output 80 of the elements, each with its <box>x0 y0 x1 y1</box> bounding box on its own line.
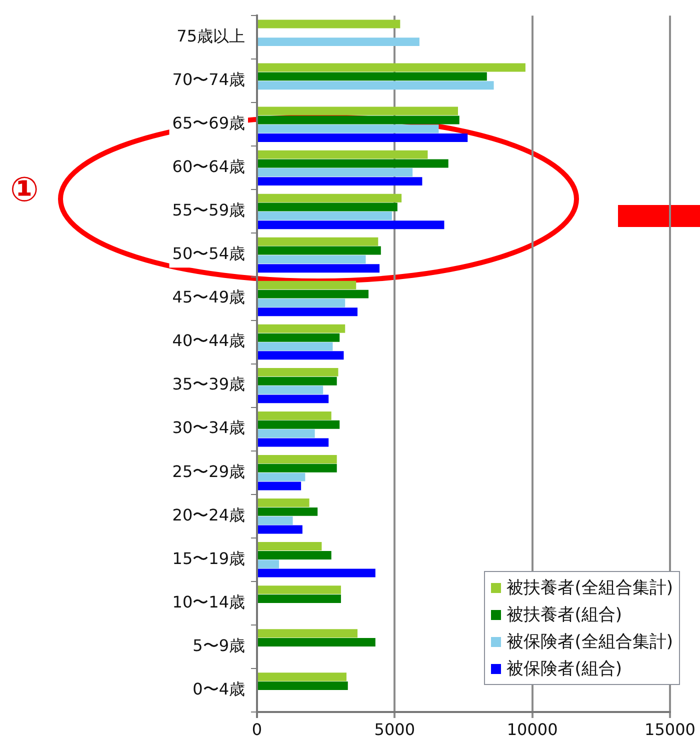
x-tick-label: 10000 <box>506 720 558 739</box>
bar <box>258 586 341 594</box>
bar <box>258 308 358 316</box>
bar <box>258 682 348 690</box>
bar <box>258 194 402 202</box>
bar <box>258 116 460 124</box>
bar <box>258 542 322 551</box>
bar <box>258 376 337 386</box>
bar <box>258 72 487 81</box>
legend-label: 被扶養者(組合) <box>506 604 622 626</box>
bar <box>258 482 302 490</box>
x-tick-label: 0 <box>252 720 262 739</box>
bar <box>258 212 392 220</box>
bar <box>258 672 346 682</box>
bar <box>258 351 344 360</box>
bar <box>258 429 315 438</box>
legend-label: 被保険者(全組合集計) <box>506 631 673 653</box>
y-tick-label: 70〜74歳 <box>172 70 245 90</box>
bar <box>258 255 366 264</box>
y-tick-label: 20〜24歳 <box>172 505 245 524</box>
bar <box>258 150 428 159</box>
y-tick-label: 5〜9歳 <box>192 636 245 655</box>
bar <box>258 124 439 134</box>
bar <box>258 168 413 177</box>
y-tick-label: 50〜54歳 <box>172 244 245 264</box>
bar <box>258 177 422 186</box>
y-tick-label: 25〜29歳 <box>172 462 245 481</box>
bar <box>258 298 346 308</box>
y-tick-label: 45〜49歳 <box>172 288 245 307</box>
bar <box>258 159 448 168</box>
bar <box>258 498 310 507</box>
y-tick-label: 40〜44歳 <box>172 331 245 350</box>
y-tick-label: 75歳以上 <box>176 26 245 46</box>
bar <box>258 106 458 116</box>
bar <box>258 438 329 447</box>
bar <box>258 264 380 273</box>
bar <box>258 368 338 376</box>
y-tick-label: 60〜64歳 <box>172 157 245 176</box>
bar <box>258 411 332 420</box>
x-tick-label: 5000 <box>374 720 416 739</box>
bar <box>258 342 333 351</box>
bar <box>258 516 293 525</box>
bar <box>258 525 302 534</box>
bar <box>258 386 324 394</box>
bar <box>258 454 337 464</box>
bar <box>258 333 340 342</box>
bar <box>258 20 400 28</box>
y-tick-label: 55〜59歳 <box>172 200 245 220</box>
bar <box>258 134 468 142</box>
text: ① <box>10 170 39 210</box>
bar <box>258 550 332 560</box>
bar <box>258 472 306 482</box>
bar <box>258 246 381 255</box>
bar <box>258 594 341 603</box>
y-tick-label: 30〜34歳 <box>172 418 245 438</box>
bar <box>258 202 398 212</box>
y-tick-label: 15〜19歳 <box>172 548 245 568</box>
bar <box>258 63 526 72</box>
bar <box>258 629 358 638</box>
y-tick-label: 35〜39歳 <box>172 374 245 394</box>
bar <box>258 507 318 516</box>
y-tick-label: 0〜4歳 <box>192 679 245 698</box>
legend-label: 被保険者(組合) <box>506 658 622 680</box>
bar <box>258 464 337 472</box>
bar <box>258 394 329 404</box>
bar <box>258 638 376 646</box>
bar <box>258 568 376 578</box>
bar <box>258 237 378 246</box>
bar <box>258 38 420 46</box>
bar <box>258 290 369 298</box>
bar <box>258 324 346 333</box>
y-tick-label: 10〜14歳 <box>172 592 245 612</box>
x-tick-label: 15000 <box>644 720 696 739</box>
bar <box>258 420 340 429</box>
bar <box>258 220 444 230</box>
bar <box>258 560 280 568</box>
y-tick-label: 65〜69歳 <box>172 114 245 133</box>
legend-label: 被扶養者(全組合集計) <box>506 577 673 599</box>
bar <box>258 81 494 90</box>
bar <box>258 280 356 290</box>
